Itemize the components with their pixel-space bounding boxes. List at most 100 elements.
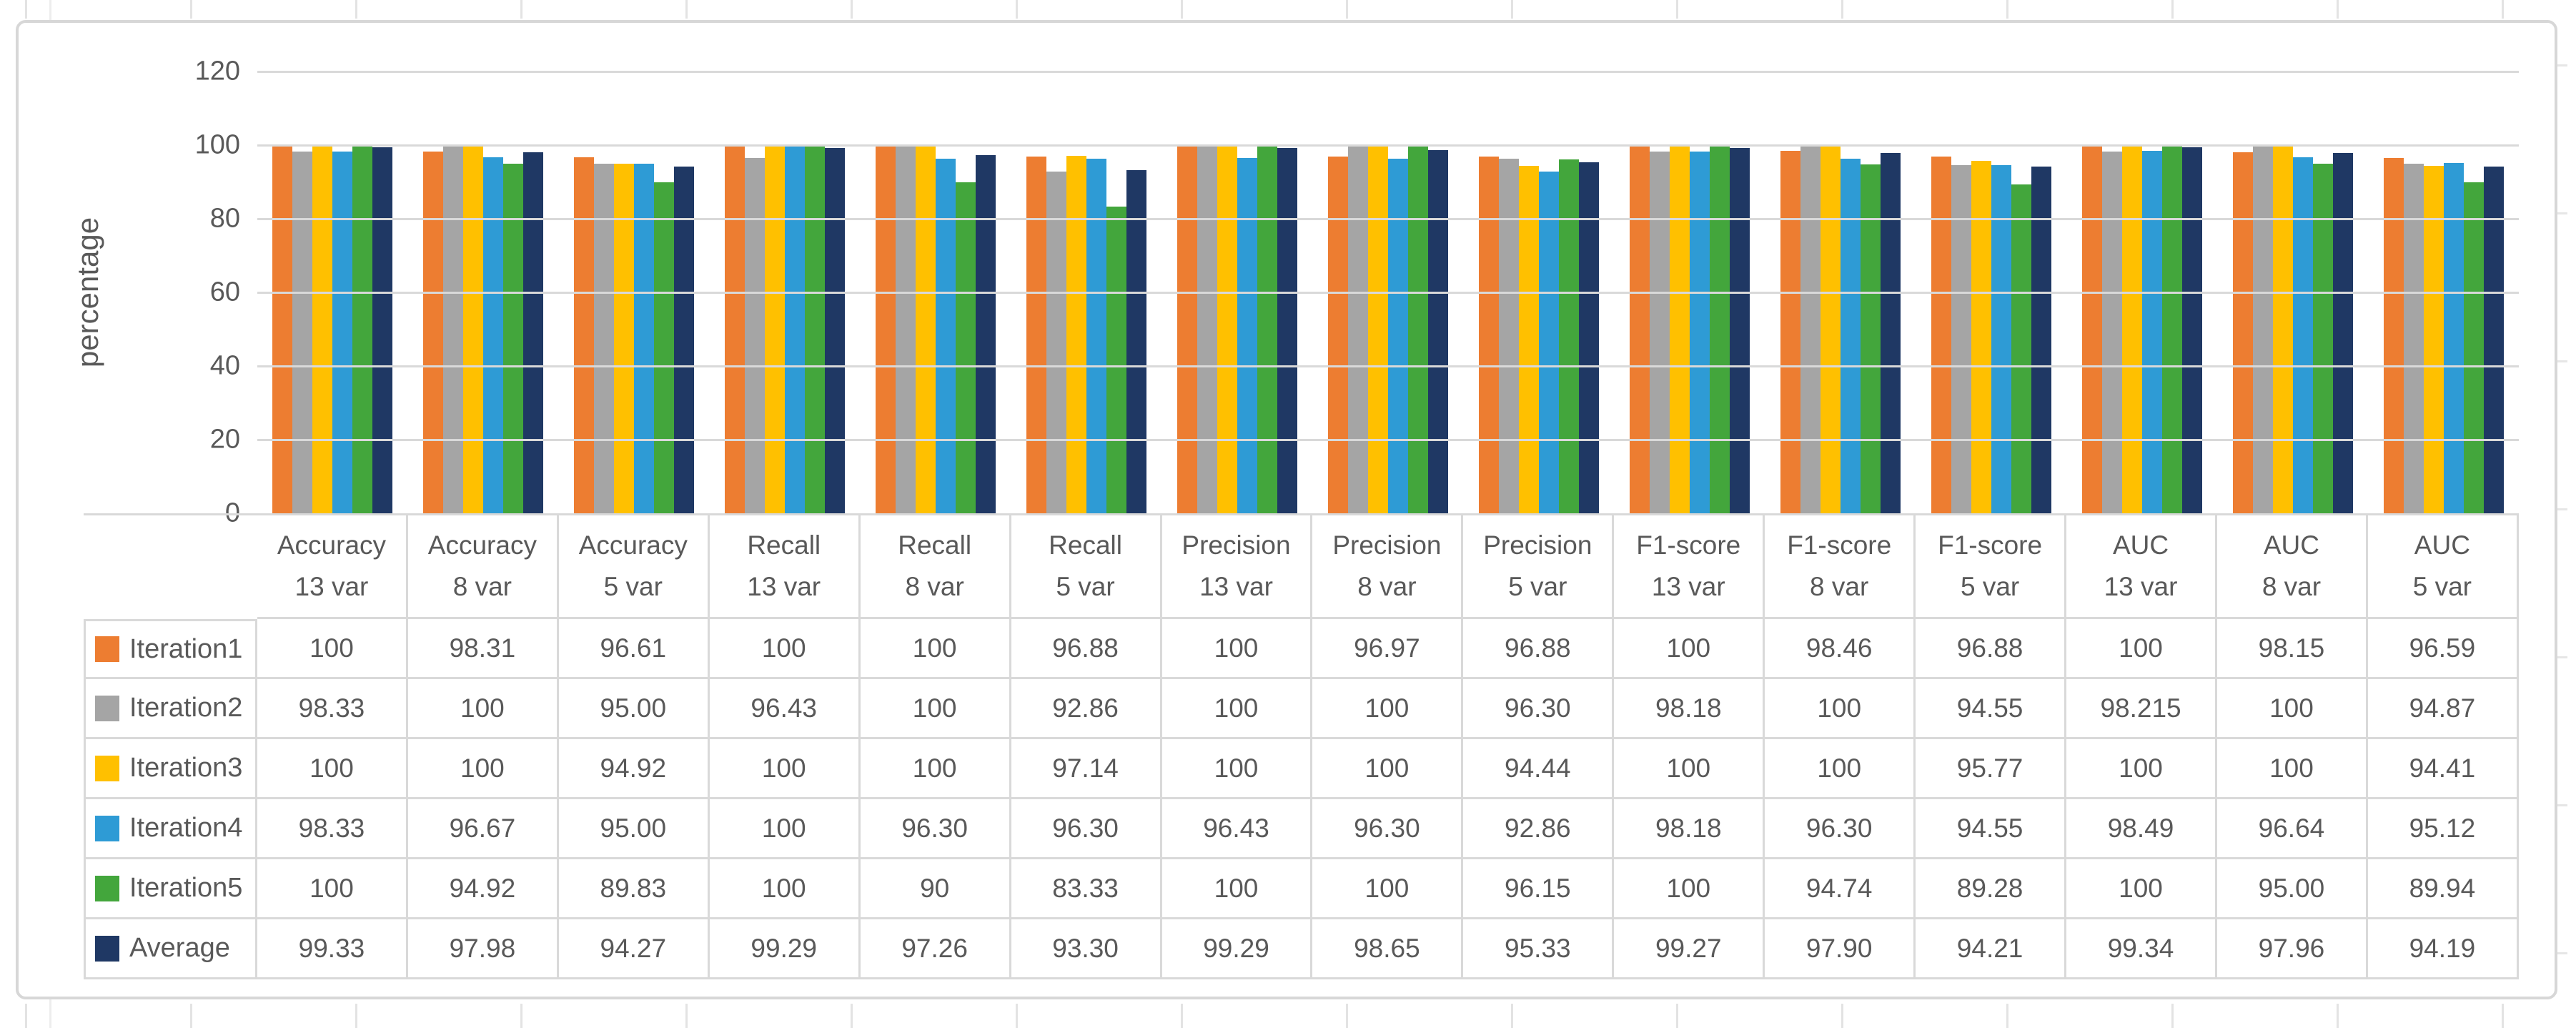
bar — [2181, 147, 2202, 513]
bar — [2101, 152, 2122, 513]
var-count-label: 8 var — [1810, 572, 1869, 601]
value-cell: 96.67 — [407, 799, 559, 859]
bar-group — [1011, 71, 1162, 513]
value-cell: 94.87 — [2367, 679, 2519, 739]
table-header-cell: F1-score 8 var — [1765, 513, 1916, 619]
bar-series-area — [257, 71, 2519, 513]
bar — [1669, 145, 1690, 513]
bar — [463, 145, 484, 513]
legend-swatch — [95, 815, 119, 841]
bar — [1880, 152, 1901, 513]
bar — [2081, 145, 2102, 513]
bar — [2483, 166, 2504, 513]
value-cell: 96.43 — [709, 679, 861, 739]
var-count-label: 13 var — [2104, 572, 2178, 601]
value-cell: 92.86 — [1011, 679, 1162, 739]
series-name: Iteration3 — [129, 753, 243, 783]
legend-swatch — [95, 695, 119, 721]
bar-group — [2217, 71, 2368, 513]
series-name: Iteration2 — [129, 693, 243, 723]
bar-group — [559, 71, 710, 513]
value-cell: 100 — [1614, 619, 1765, 679]
bar — [654, 182, 675, 513]
bar — [2011, 184, 2031, 513]
value-cell: 96.30 — [1011, 799, 1162, 859]
value-cell: 92.86 — [1463, 799, 1615, 859]
value-cell: 100 — [2216, 679, 2368, 739]
bar — [1066, 155, 1087, 513]
legend-swatch — [95, 935, 119, 962]
y-tick-label: 20 — [209, 424, 240, 455]
y-tick-label: 80 — [209, 203, 240, 234]
legend-cell: Iteration1 — [84, 619, 257, 679]
table-header-cell: AUC 5 var — [2367, 513, 2519, 619]
series-name: Iteration4 — [129, 813, 243, 843]
bar — [1368, 145, 1389, 513]
value-cell: 98.18 — [1614, 679, 1765, 739]
bar — [2161, 145, 2182, 513]
value-cell: 100 — [860, 619, 1011, 679]
bar — [1277, 147, 1298, 513]
value-cell: 89.94 — [2367, 859, 2519, 919]
var-count-label: 5 var — [1960, 572, 2020, 601]
value-cell: 89.83 — [558, 859, 710, 919]
legend-cell: Average — [84, 919, 257, 979]
bar — [1820, 145, 1841, 513]
value-cell: 100 — [2066, 739, 2217, 799]
bar — [423, 151, 444, 513]
bar — [1498, 159, 1519, 513]
bar — [594, 163, 615, 513]
bar — [1177, 145, 1198, 513]
value-cell: 97.14 — [1011, 739, 1162, 799]
value-cell: 95.77 — [1916, 739, 2067, 799]
value-cell: 94.92 — [407, 859, 559, 919]
bar — [523, 152, 544, 513]
bar — [2383, 157, 2404, 513]
bar-group — [1765, 71, 1916, 513]
value-cell: 99.34 — [2066, 919, 2217, 979]
bar — [1709, 145, 1730, 513]
bar — [332, 151, 353, 513]
value-cell: 100 — [2066, 859, 2217, 919]
legend-cell: Iteration2 — [84, 679, 257, 739]
metric-label: AUC — [2112, 530, 2169, 560]
bar-group — [710, 71, 861, 513]
legend-swatch — [95, 636, 119, 662]
metric-label: Accuracy — [578, 530, 688, 560]
value-cell: 98.33 — [257, 799, 408, 859]
bar — [483, 157, 504, 513]
bar-group — [257, 71, 408, 513]
value-cell: 98.49 — [2066, 799, 2217, 859]
var-count-label: 5 var — [1508, 572, 1567, 601]
metric-label: Precision — [1332, 530, 1442, 560]
table-header-cell: F1-score 5 var — [1916, 513, 2067, 619]
bar-group — [1313, 71, 1464, 513]
series-name: Iteration1 — [129, 633, 243, 664]
bar — [2403, 164, 2424, 513]
bar-group — [2066, 71, 2217, 513]
var-count-label: 8 var — [452, 572, 512, 601]
bar — [1780, 150, 1800, 513]
bar — [1558, 159, 1579, 513]
value-cell: 97.26 — [860, 919, 1011, 979]
bar — [1428, 149, 1449, 513]
bar — [1408, 145, 1429, 513]
bar — [1106, 206, 1127, 513]
y-tick-label: 120 — [194, 56, 240, 87]
y-axis: 120 100 80 60 40 20 0 — [107, 56, 240, 528]
bar — [2141, 150, 2162, 513]
value-cell: 96.59 — [2367, 619, 2519, 679]
bar — [503, 164, 524, 513]
bar — [1971, 160, 1991, 513]
bar — [896, 145, 916, 513]
bar — [936, 159, 956, 513]
bar — [674, 166, 695, 513]
bar — [292, 151, 313, 513]
bar — [1126, 169, 1147, 513]
bar — [574, 157, 595, 513]
value-cell: 98.18 — [1614, 799, 1765, 859]
sheet-column-ticks-top — [25, 0, 2555, 19]
bar — [745, 158, 766, 513]
bar-group — [1162, 71, 1313, 513]
bar — [1217, 145, 1238, 513]
